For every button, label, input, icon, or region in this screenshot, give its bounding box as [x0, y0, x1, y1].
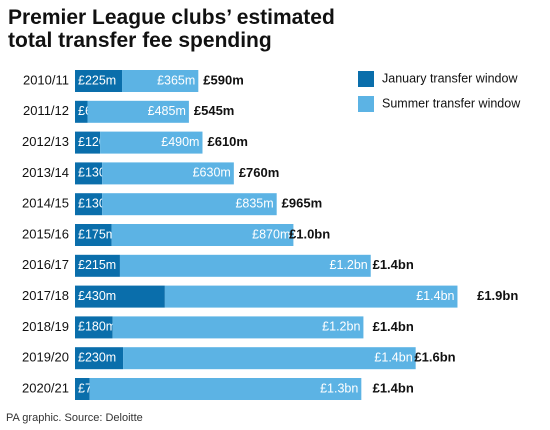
bar-segment — [164, 285, 458, 308]
category-label: 2018/19 — [22, 319, 69, 334]
bar-segment — [119, 254, 371, 277]
total-label: £610m — [207, 134, 247, 149]
value-label: £1.3bn — [320, 381, 358, 395]
value-label: £225m — [78, 73, 116, 87]
bar-segment — [100, 131, 203, 154]
value-label: £490m — [161, 135, 199, 149]
category-label: 2010/11 — [23, 72, 69, 87]
bar-segment — [112, 316, 364, 339]
bar-segment — [102, 162, 234, 185]
category-label: 2012/13 — [22, 134, 69, 149]
bar-segment — [75, 316, 113, 339]
total-label: £545m — [194, 103, 234, 118]
source: PA graphic. Source: Deloitte — [6, 412, 143, 424]
bar-segment — [75, 285, 165, 308]
legend-swatch — [358, 71, 374, 87]
bar-segment — [102, 193, 277, 216]
legend-label: January transfer window — [382, 71, 518, 85]
bar-segment — [87, 100, 189, 123]
bar-segment — [75, 70, 123, 92]
total-label: £965m — [282, 196, 322, 211]
legend-label: Summer transfer window — [382, 96, 521, 110]
legend-swatch — [358, 96, 374, 112]
bar-segment — [75, 224, 112, 246]
value-label: £180m — [78, 320, 116, 334]
value-label: £1.4bn — [416, 289, 454, 303]
value-label: £1.4bn — [374, 350, 412, 364]
category-label: 2017/18 — [22, 288, 69, 303]
bar-segment — [123, 347, 416, 370]
category-label: 2013/14 — [22, 165, 69, 180]
bar-segment — [89, 378, 362, 400]
category-label: 2020/21 — [22, 380, 69, 395]
total-label: £590m — [203, 72, 243, 87]
value-label: £215m — [78, 258, 116, 272]
bar-segment — [75, 131, 101, 154]
bar-segment — [75, 162, 103, 185]
category-label: 2016/17 — [22, 257, 69, 272]
total-label: £1.6bn — [414, 350, 455, 365]
category-label: 2019/20 — [22, 350, 69, 365]
total-label: £1.4bn — [373, 380, 414, 395]
total-label: £1.4bn — [373, 319, 414, 334]
bar-segment — [75, 100, 88, 123]
bar-segment — [111, 224, 294, 246]
value-label: £1.2bn — [330, 258, 368, 272]
bar-segment — [75, 378, 90, 400]
category-label: 2014/15 — [22, 196, 69, 211]
value-label: £1.2bn — [322, 320, 360, 334]
bar-segment — [122, 70, 199, 92]
bar-segment — [75, 254, 120, 277]
category-label: 2015/16 — [22, 226, 69, 241]
total-label: £1.4bn — [373, 257, 414, 272]
bar-segment — [75, 193, 103, 216]
value-label: £485m — [148, 104, 186, 118]
value-label: £630m — [193, 166, 231, 180]
total-label: £1.9bn — [477, 288, 518, 303]
value-label: £430m — [78, 289, 116, 303]
total-label: £1.0bn — [289, 226, 330, 241]
value-label: £230m — [78, 350, 116, 364]
category-label: 2011/12 — [23, 103, 69, 118]
value-label: £175m — [78, 227, 116, 241]
value-label: £835m — [235, 196, 273, 210]
total-label: £760m — [239, 165, 279, 180]
value-label: £365m — [157, 73, 195, 87]
bar-segment — [75, 347, 124, 370]
value-label: £870m — [252, 227, 290, 241]
chart-title: Premier League clubs’ estimated total tr… — [8, 6, 335, 52]
